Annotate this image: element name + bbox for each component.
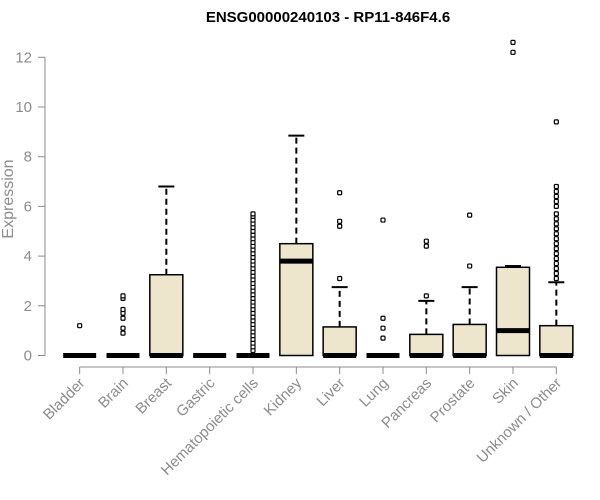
box-breast: [150, 187, 183, 356]
y-axis: 0 2 4 6 8 10 12: [15, 49, 45, 364]
outlier-point: [511, 40, 515, 44]
outlier-point: [554, 232, 558, 236]
outlier-point: [554, 252, 558, 256]
outlier-point: [468, 213, 472, 217]
outlier-point: [251, 212, 255, 216]
outlier-point: [511, 50, 515, 54]
outlier-point: [554, 247, 558, 251]
iqr-box: [540, 326, 573, 356]
box-kidney: [280, 136, 313, 356]
outlier-point: [78, 324, 82, 328]
box-skin: [497, 40, 530, 355]
outlier-point: [381, 316, 385, 320]
iqr-box: [410, 334, 443, 355]
iqr-box: [323, 327, 356, 356]
outlier-point: [554, 262, 558, 266]
outlier-point: [554, 276, 558, 280]
y-tick-label: 10: [15, 99, 32, 116]
outlier-point: [381, 218, 385, 222]
category-label: Brain: [95, 375, 132, 412]
outlier-point: [424, 244, 428, 248]
outlier-point: [554, 212, 558, 216]
outlier-point: [121, 331, 125, 335]
outlier-point: [554, 185, 558, 189]
outlier-point: [121, 316, 125, 320]
outlier-point: [424, 239, 428, 243]
outlier-point: [381, 336, 385, 340]
box-lung: [367, 218, 400, 355]
expression-boxplot-chart: ENSG00000240103 - RP11-846F4.6 Expressio…: [0, 0, 600, 500]
outlier-point: [554, 237, 558, 241]
outlier-point: [338, 219, 342, 223]
y-tick-label: 12: [15, 49, 32, 66]
outlier-point: [121, 294, 125, 298]
outlier-point: [554, 227, 558, 231]
iqr-box: [150, 275, 183, 356]
outlier-point: [121, 326, 125, 330]
outlier-point: [338, 191, 342, 195]
boxes-group: [63, 40, 573, 355]
iqr-box: [497, 267, 530, 355]
box-unknown-other: [540, 120, 573, 356]
category-label: Lung: [356, 375, 392, 411]
outlier-point: [554, 271, 558, 275]
category-label: Prostate: [427, 375, 479, 427]
box-brain: [107, 294, 140, 356]
outlier-point: [554, 267, 558, 271]
category-label: Skin: [489, 375, 522, 408]
box-pancreas: [410, 239, 443, 355]
y-tick-label: 4: [24, 248, 32, 265]
outlier-point: [554, 222, 558, 226]
chart-title: ENSG00000240103 - RP11-846F4.6: [206, 9, 450, 26]
category-label: Liver: [313, 375, 348, 410]
outlier-point: [554, 120, 558, 124]
outlier-point: [424, 294, 428, 298]
box-prostate: [453, 213, 486, 355]
outlier-point: [338, 224, 342, 228]
iqr-box: [453, 324, 486, 355]
outlier-point: [554, 242, 558, 246]
outlier-point: [381, 326, 385, 330]
outlier-point: [554, 204, 558, 208]
box-liver: [323, 191, 356, 356]
y-axis-label: Expression: [0, 159, 17, 238]
y-tick-label: 6: [24, 198, 32, 215]
category-label: Kidney: [261, 374, 306, 419]
outlier-point: [338, 276, 342, 280]
y-tick-label: 8: [24, 149, 32, 166]
category-label: Bladder: [40, 375, 89, 424]
outlier-point: [121, 308, 125, 312]
y-tick-label: 0: [24, 348, 32, 365]
y-tick-label: 2: [24, 298, 32, 315]
category-label: Breast: [132, 374, 175, 417]
outlier-point: [554, 217, 558, 221]
outlier-point: [468, 264, 472, 268]
box-hematopoietic-cells: [237, 212, 270, 356]
box-bladder: [63, 324, 96, 356]
outlier-point: [554, 194, 558, 198]
outlier-point: [554, 189, 558, 193]
outlier-point: [554, 257, 558, 261]
outlier-point: [554, 199, 558, 203]
